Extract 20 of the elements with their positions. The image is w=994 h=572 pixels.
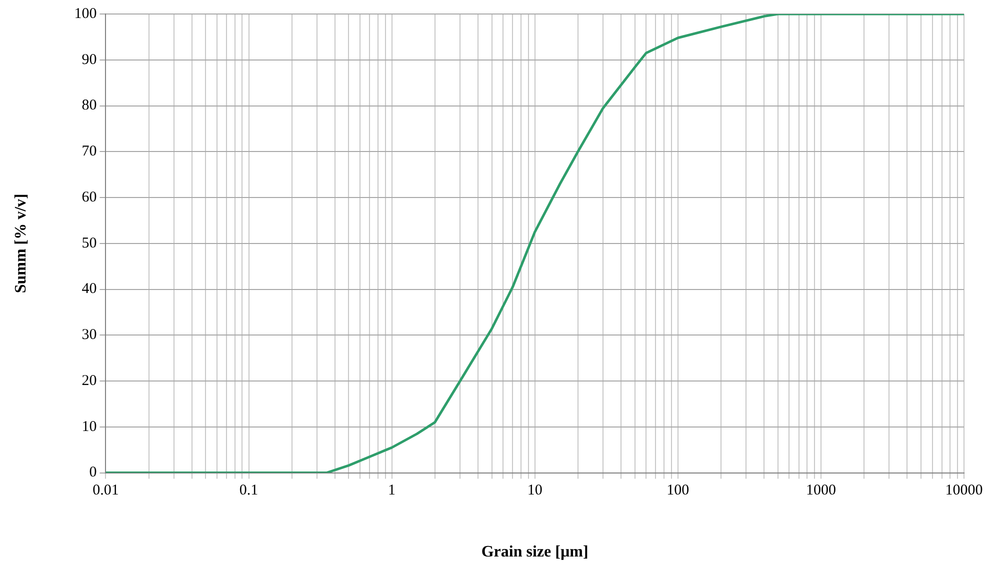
y-tick-label: 40 [82, 281, 97, 298]
y-tick-label: 20 [82, 372, 97, 389]
y-tick-label: 10 [82, 418, 97, 435]
y-axis-title: Summ [% v/v] [12, 194, 30, 294]
x-tick-label: 0.01 [92, 482, 119, 499]
x-tick-label: 1000 [806, 482, 836, 499]
y-tick-label: 30 [82, 327, 97, 344]
y-tick-label: 60 [82, 189, 97, 206]
y-tick-label: 70 [82, 144, 97, 160]
y-tick-label: 0 [89, 464, 97, 481]
y-tick-label: 90 [82, 52, 97, 68]
x-tick-label: 10 [527, 482, 542, 499]
y-tick-label: 50 [82, 235, 97, 252]
x-tick-label: 10000 [945, 482, 983, 499]
y-tick-label: 80 [82, 98, 97, 114]
y-tick-label: 100 [74, 6, 97, 22]
x-tick-label: 1 [388, 482, 396, 499]
x-tick-label: 0.1 [239, 482, 258, 499]
x-axis-title: Grain size [µm] [481, 544, 588, 561]
x-tick-label: 100 [666, 482, 690, 499]
